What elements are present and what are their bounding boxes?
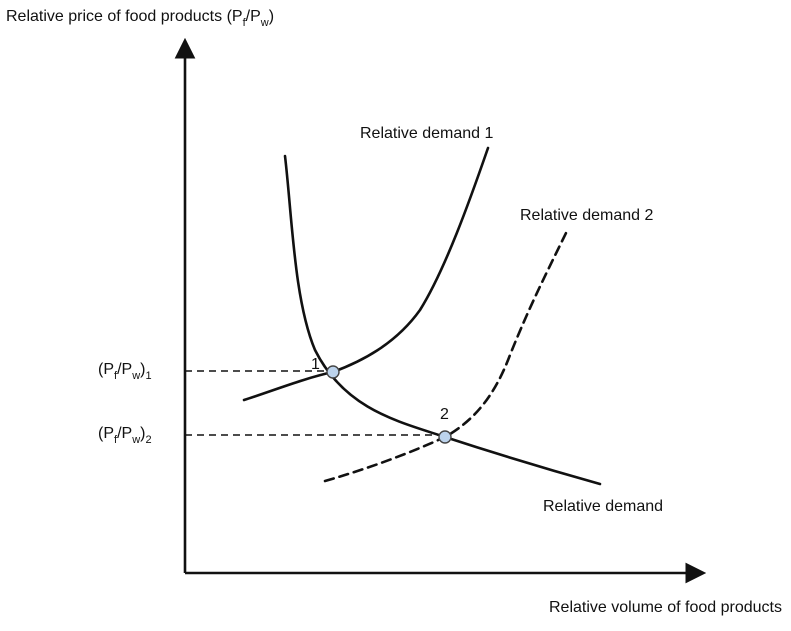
relative-demand-1-label: Relative demand 1 (360, 125, 494, 142)
equilibrium-point-2 (438, 430, 452, 444)
y-axis-label: Relative price of food products (Pf/Pw) (6, 8, 274, 29)
relative-demand-1-curve (242, 146, 490, 402)
equilibrium-label-2: 2 (440, 406, 449, 423)
relative-demand-2-curve (323, 231, 568, 483)
relative-demand-2-label: Relative demand 2 (520, 207, 654, 224)
relative-demand-label: Relative demand (543, 498, 663, 515)
relative-demand-curve (283, 154, 602, 486)
price-level-1-label: (Pf/Pw)1 (98, 361, 152, 382)
x-axis-label: Relative volume of food products (549, 599, 782, 616)
price-level-2-label: (Pf/Pw)2 (98, 425, 152, 446)
equilibrium-label-1: 1 (311, 356, 320, 373)
equilibrium-point-1 (326, 365, 340, 379)
